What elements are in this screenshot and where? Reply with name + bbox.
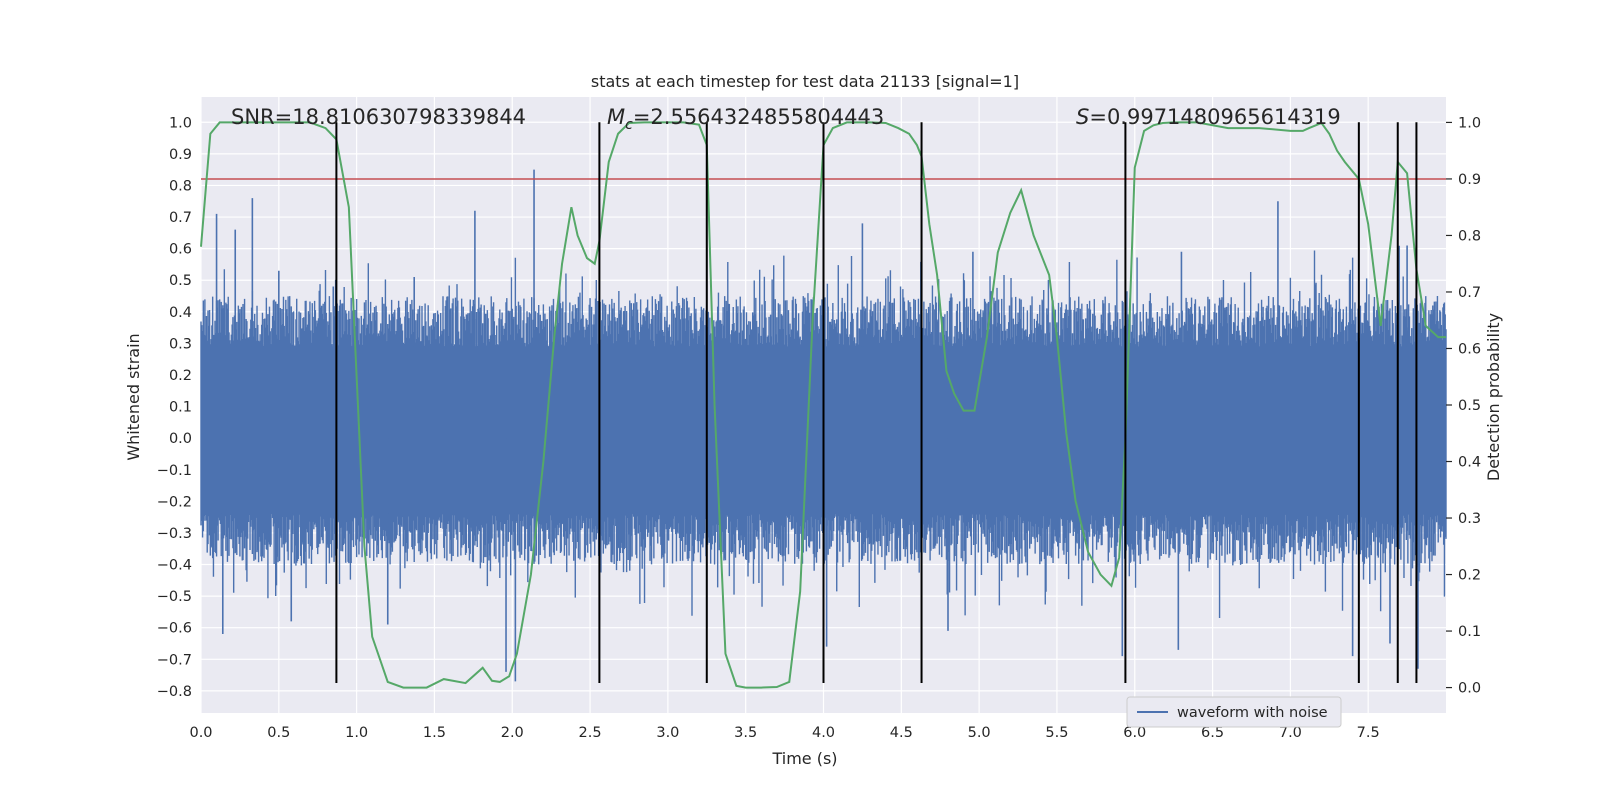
y-right-tick-label: 0.0 [1458, 681, 1481, 697]
x-tick-label: 4.5 [890, 725, 913, 741]
x-tick-label: 6.5 [1201, 725, 1224, 741]
y-right-tick-label: 1.0 [1458, 115, 1481, 131]
y-left-tick-label: 0.7 [169, 210, 192, 226]
y-left-tick-label: −0.8 [157, 684, 192, 700]
y-left-tick-label: −0.3 [157, 526, 192, 542]
snr-annotation: SNR=18.810630798339844 [231, 105, 526, 129]
y-right-tick-label: 0.4 [1458, 455, 1481, 471]
y-right-tick-label: 0.1 [1458, 624, 1481, 640]
vertical-markers [335, 122, 1418, 683]
y-left-tick-label: 0.2 [169, 368, 192, 384]
x-tick-label: 2.5 [579, 725, 602, 741]
y-left-axis-ticks: 1.0 0.9 0.8 0.7 0.6 0.5 0.4 0.3 0.2 0.1 0.0 −0.1 −0.… [157, 115, 192, 700]
y-left-tick-label: 0.3 [169, 336, 192, 352]
chart-title: stats at each timestep for test data 211… [591, 72, 1019, 91]
x-tick-label: 2.0 [501, 725, 524, 741]
y-left-tick-label: −0.6 [157, 621, 192, 637]
chirp-mass-annotation: Mc=2.5564324855804443 [607, 105, 884, 133]
y-left-tick-label: 0.5 [169, 273, 192, 289]
y-left-tick-label: 0.4 [169, 305, 192, 321]
x-tick-label: 1.5 [423, 725, 446, 741]
x-tick-label: 0.0 [189, 725, 212, 741]
y-left-tick-label: 0.1 [169, 400, 192, 416]
y-left-tick-label: 0.9 [169, 147, 192, 163]
x-tick-label: 0.5 [267, 725, 290, 741]
y-right-tick-label: 0.7 [1458, 285, 1481, 301]
x-tick-label: 7.5 [1357, 725, 1380, 741]
y-right-tick-label: 0.2 [1458, 568, 1481, 584]
s-annotation: S=0.9971480965614319 [1076, 105, 1341, 129]
x-tick-label: 4.0 [812, 725, 835, 741]
legend: waveform with noise [1126, 696, 1342, 728]
detection-probability-series [200, 121, 1446, 689]
y-right-axis-label: Detection probability [1484, 313, 1503, 481]
y-left-tick-label: 0.0 [169, 431, 192, 447]
x-axis-ticks: 0.0 0.5 1.0 1.5 2.0 2.5 3.0 3.5 4.0 4.5 5.0 5.5 6.0 6… [189, 725, 1379, 741]
y-right-tick-label: 0.6 [1458, 341, 1481, 357]
x-tick-label: 5.5 [1045, 725, 1068, 741]
x-tick-label: 7.0 [1279, 725, 1302, 741]
x-tick-label: 1.0 [345, 725, 368, 741]
y-left-tick-label: −0.1 [157, 463, 192, 479]
y-left-tick-label: 0.8 [169, 178, 192, 194]
y-left-axis-label: Whitened strain [124, 333, 143, 460]
legend-box [1126, 696, 1342, 728]
x-tick-label: 6.0 [1123, 725, 1146, 741]
x-tick-label: 3.5 [734, 725, 757, 741]
y-right-tick-label: 0.3 [1458, 511, 1481, 527]
y-right-tick-label: 0.5 [1458, 398, 1481, 414]
y-left-tick-label: 1.0 [169, 115, 192, 131]
y-right-tick-label: 0.9 [1458, 172, 1481, 188]
x-axis-label: Time (s) [771, 749, 837, 768]
y-right-tick-label: 0.8 [1458, 228, 1481, 244]
y-left-tick-label: −0.7 [157, 652, 192, 668]
y-left-tick-label: −0.2 [157, 494, 192, 510]
detection-probability-line [200, 121, 1446, 689]
y-left-tick-label: −0.5 [157, 589, 192, 605]
legend-label: waveform with noise [1177, 705, 1328, 721]
y-left-tick-label: −0.4 [157, 558, 192, 574]
x-tick-label: 5.0 [968, 725, 991, 741]
x-tick-label: 3.0 [656, 725, 679, 741]
y-left-tick-label: 0.6 [169, 242, 192, 258]
y-right-axis-ticks: 1.0 0.9 0.8 0.7 0.6 0.5 0.4 0.3 0.2 0.1 0.0 [1446, 115, 1481, 697]
